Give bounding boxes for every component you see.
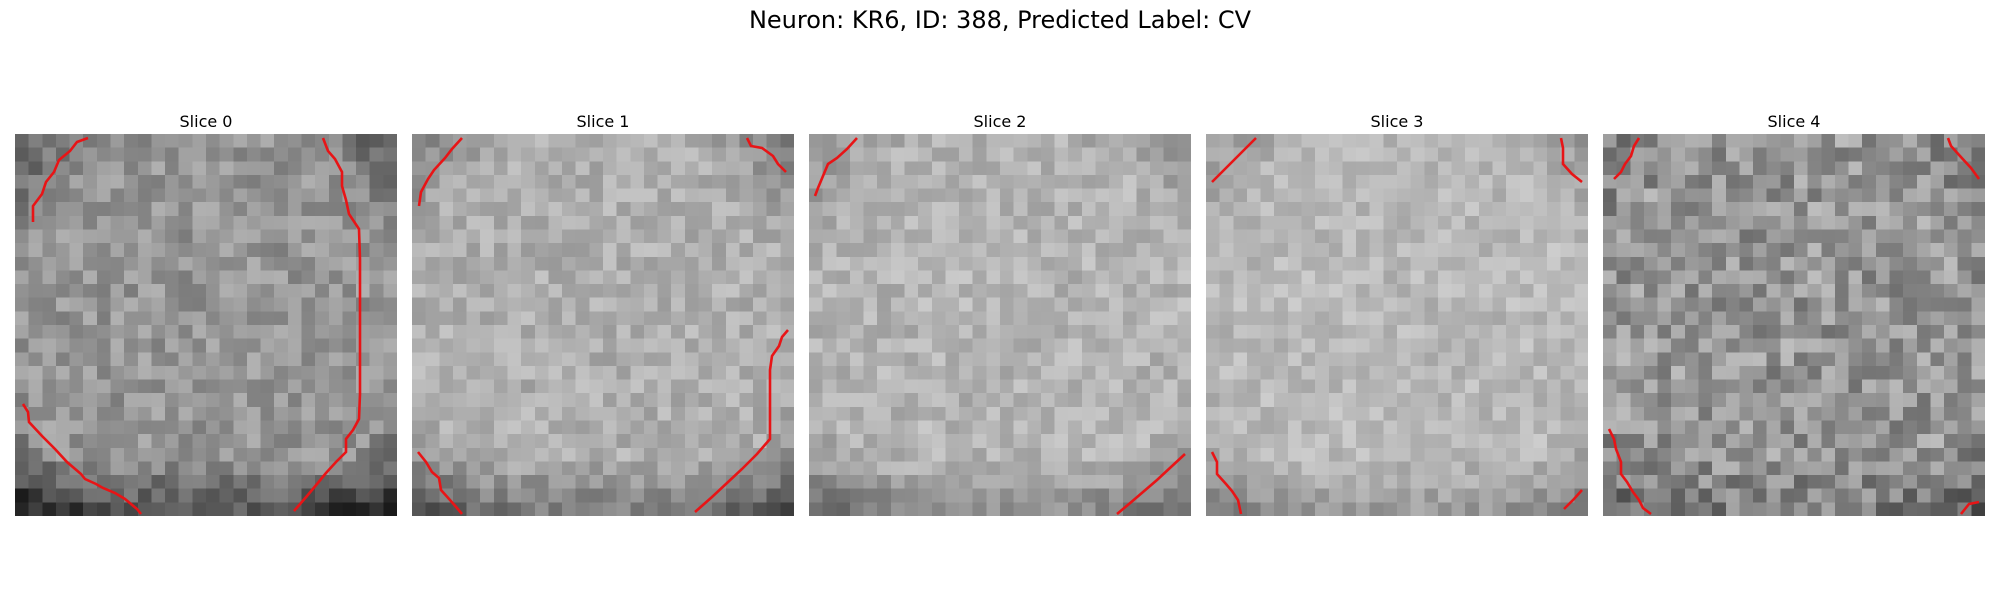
slice-title: Slice 2 bbox=[973, 112, 1027, 131]
contour-overlay bbox=[1607, 137, 1981, 516]
slice-title: Slice 4 bbox=[1767, 112, 1821, 131]
grayscale-heatmap bbox=[1206, 134, 1588, 516]
slice-image bbox=[15, 134, 397, 516]
grayscale-heatmap bbox=[15, 134, 397, 516]
figure-title: Neuron: KR6, ID: 388, Predicted Label: C… bbox=[748, 6, 1252, 34]
slice-image bbox=[1206, 134, 1588, 516]
contour-line bbox=[31, 136, 89, 222]
slice-panel-3: Slice 3 bbox=[1206, 112, 1588, 516]
slice-image bbox=[1603, 134, 1985, 516]
slice-panel-1: Slice 1 bbox=[412, 112, 794, 516]
contour-line bbox=[1210, 451, 1243, 515]
contour-line bbox=[813, 137, 858, 197]
slice-panel-2: Slice 2 bbox=[809, 112, 1191, 516]
slice-title: Slice 1 bbox=[576, 112, 630, 131]
contour-line bbox=[1607, 428, 1652, 516]
contour-line bbox=[21, 403, 143, 515]
slice-title: Slice 0 bbox=[179, 112, 233, 131]
contour-line bbox=[1563, 489, 1583, 510]
slice-panel-0: Slice 0 bbox=[15, 112, 397, 516]
grayscale-heatmap bbox=[412, 134, 794, 516]
contour-overlay bbox=[21, 136, 362, 515]
grayscale-heatmap bbox=[809, 134, 1191, 516]
contour-overlay bbox=[1210, 137, 1583, 515]
contour-line bbox=[293, 137, 362, 512]
contour-line bbox=[417, 137, 463, 207]
grayscale-heatmap bbox=[1603, 134, 1985, 516]
slice-title: Slice 3 bbox=[1370, 112, 1424, 131]
contour-overlay bbox=[813, 137, 1186, 515]
contour-line bbox=[694, 329, 789, 513]
slice-image bbox=[809, 134, 1191, 516]
slice-image bbox=[412, 134, 794, 516]
contour-line bbox=[1116, 453, 1186, 515]
contour-line bbox=[1613, 137, 1641, 180]
contour-line bbox=[1946, 137, 1981, 180]
contour-line bbox=[416, 451, 463, 515]
contour-line bbox=[1211, 137, 1257, 183]
contour-line bbox=[745, 137, 787, 173]
contour-overlay bbox=[416, 137, 789, 515]
contour-line bbox=[1959, 500, 1980, 515]
contour-line bbox=[1559, 137, 1583, 184]
slice-panel-4: Slice 4 bbox=[1603, 112, 1985, 516]
